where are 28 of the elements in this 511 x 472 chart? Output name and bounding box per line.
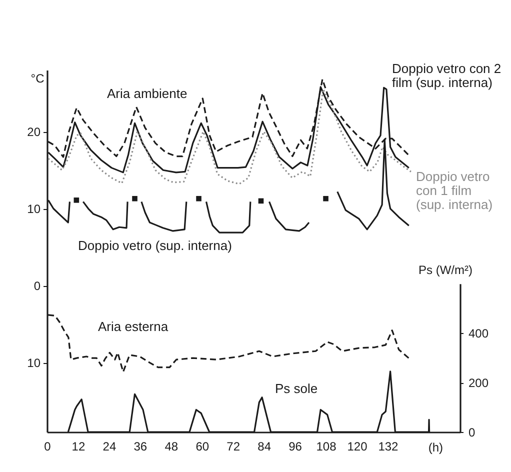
x-tick-label: 72 bbox=[226, 440, 240, 454]
y2-tick-label: 200 bbox=[468, 376, 489, 390]
x-tick-label: 60 bbox=[196, 440, 210, 454]
x-tick-label: 84 bbox=[258, 440, 272, 454]
series-label: Aria esterna bbox=[98, 319, 169, 334]
y2-axis-title: Ps (W/m²) bbox=[418, 263, 472, 278]
x-tick-label: 48 bbox=[164, 440, 178, 454]
x-tick-label: 24 bbox=[102, 440, 116, 454]
x-tick-label: 120 bbox=[347, 440, 368, 454]
x-tick-label: 132 bbox=[378, 440, 399, 454]
series-label: Doppio vetro con 2 film (sup. interna) bbox=[392, 61, 502, 90]
y-axis-title: °C bbox=[30, 72, 45, 86]
x-tick-label: 0 bbox=[44, 440, 52, 454]
y2-tick-label: 0 bbox=[468, 426, 476, 440]
series-label: Doppio vetro con 1 film (sup. interna) bbox=[416, 169, 493, 212]
series-label: Doppio vetro (sup. interna) bbox=[78, 238, 232, 253]
x-tick-label: 36 bbox=[134, 440, 148, 454]
y2-tick-label: 400 bbox=[468, 326, 489, 341]
y-tick-label: 10 bbox=[27, 356, 41, 370]
series-label: Aria ambiente bbox=[107, 86, 188, 101]
y-tick-label: 10 bbox=[27, 202, 41, 216]
x-axis-title: (h) bbox=[428, 440, 444, 454]
series-label: Ps sole bbox=[275, 381, 318, 396]
x-tick-label: 108 bbox=[316, 440, 337, 454]
x-tick-label: 96 bbox=[288, 440, 302, 454]
y-tick-label: 0 bbox=[34, 279, 41, 294]
y-tick-label: 20 bbox=[27, 125, 41, 140]
x-tick-label: 12 bbox=[72, 440, 86, 454]
